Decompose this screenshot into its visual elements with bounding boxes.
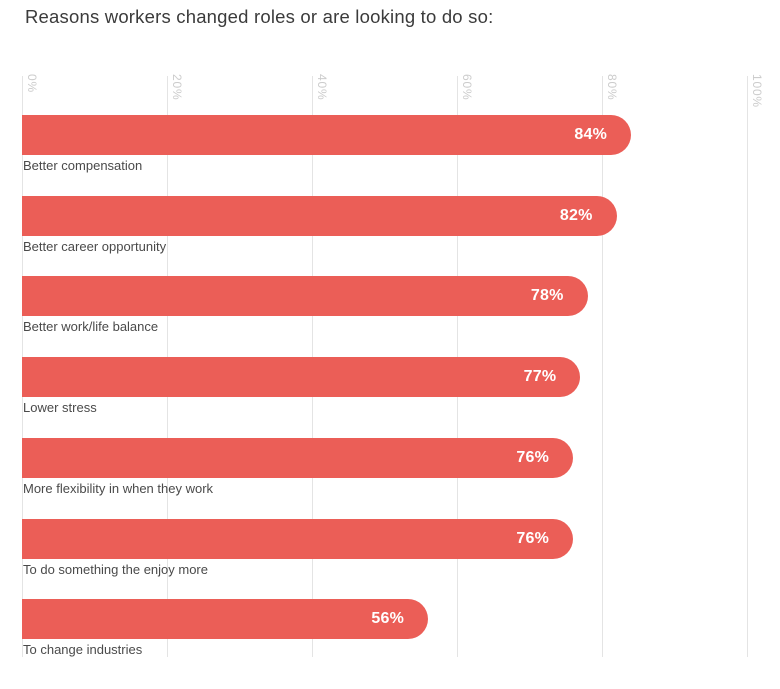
bar-do-something-enjoy-more: 76% (22, 518, 573, 559)
bar-value-label: 77% (523, 368, 557, 386)
category-label: To change industries (23, 642, 143, 658)
bar-value-label: 76% (516, 448, 549, 466)
bar-row: 84% Better compensation (22, 115, 631, 187)
bar-row: 76% To do something the enjoy more (22, 518, 573, 591)
gridline-80pct (602, 76, 603, 657)
category-label: Better work/life balance (23, 319, 159, 335)
category-label: Better career opportunity (23, 238, 167, 254)
category-label: To do something the enjoy more (23, 561, 208, 577)
bar-row: 77% Lower stress (22, 357, 581, 429)
bar-lower-stress: 77% (22, 357, 581, 398)
x-axis-tick-label: 100% (750, 74, 764, 108)
bar-value-label: 78% (530, 287, 564, 305)
bar-more-flexibility: 76% (22, 437, 573, 478)
x-axis-tick-label: 40% (315, 74, 329, 101)
bar-value-label: 82% (559, 206, 593, 224)
x-axis-tick-label: 0% (25, 74, 39, 93)
x-axis-tick-label: 60% (460, 74, 474, 101)
bar-value-label: 76% (516, 529, 549, 547)
bar-value-label: 56% (371, 610, 404, 628)
category-label: More flexibility in when they work (23, 480, 214, 496)
bar-change-industries: 56% (22, 599, 428, 640)
chart-title: Reasons workers changed roles or are loo… (25, 6, 494, 27)
bar-row: 82% Better career opportunity (22, 195, 617, 268)
gridline-100pct (747, 76, 748, 657)
bar-better-career-opportunity: 82% (22, 195, 617, 236)
bar-value-label: 84% (574, 126, 607, 143)
bar-better-work-life-balance: 78% (22, 276, 588, 317)
bar-row: 78% Better work/life balance (22, 276, 588, 348)
bar-row: 76% More flexibility in when they work (22, 437, 573, 510)
category-label: Better compensation (23, 158, 143, 173)
x-axis-tick-label: 80% (605, 74, 619, 101)
bar-row: 56% To change industries (22, 599, 428, 671)
x-axis-tick-label: 20% (170, 74, 184, 101)
bar-better-compensation: 84% (22, 115, 631, 155)
category-label: Lower stress (23, 400, 97, 416)
